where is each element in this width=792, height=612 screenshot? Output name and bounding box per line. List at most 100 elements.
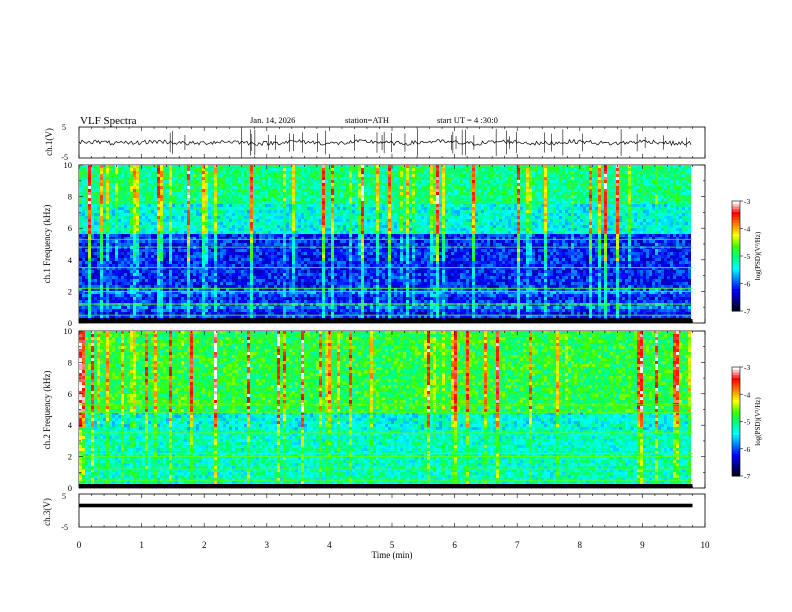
spectrogram-cell [163,300,166,303]
spectrogram-cell [259,171,262,174]
spectrogram-cell [238,306,241,309]
spectrogram-cell [304,201,307,204]
spectrogram-cell [190,264,193,267]
spectrogram-cell [241,165,244,168]
spectrogram-cell [172,264,175,267]
spectrogram-cell [208,192,211,195]
spectrogram-cell [160,210,163,213]
spectrogram-cell [160,252,163,255]
spectrogram-cell [88,213,91,216]
spectrogram-cell [214,258,217,261]
spectrogram-cell [334,297,337,300]
spectrogram-cell [280,252,283,255]
spectrogram-cell [229,198,232,201]
spectrogram-cell [118,252,121,255]
spectrogram-cell [232,252,235,255]
spectrogram-cell [187,291,190,294]
spectrogram-cell [241,207,244,210]
spectrogram-cell [334,267,337,270]
spectrogram-cell [304,261,307,264]
spectrogram-cell [289,219,292,222]
spectrogram-cell [145,264,148,267]
spectrogram-cell [103,255,106,258]
spectrogram-cell [241,312,244,315]
spectrogram-cell [136,174,139,177]
spectrogram-cell [88,183,91,186]
spectrogram-cell [208,213,211,216]
spectrogram-cell [247,297,250,300]
spectrogram-cell [217,231,220,234]
spectrogram-cell [88,276,91,279]
spectrogram-cell [166,291,169,294]
spectrogram-cell [97,234,100,237]
spectrogram-cell [226,192,229,195]
spectrogram-cell [208,267,211,270]
spectrogram-cell [193,210,196,213]
spectrogram-cell [169,261,172,264]
spectrogram-cell [304,195,307,198]
spectrogram-cell [310,180,313,183]
spectrogram-cell [229,267,232,270]
spectrogram-cell [127,174,130,177]
spectrogram-cell [349,204,352,207]
spectrogram-cell [319,222,322,225]
spectrogram-cell [184,267,187,270]
spectrogram-cell [316,207,319,210]
spectrogram-cell [193,231,196,234]
spectrogram-cell [145,231,148,234]
spectrogram-cell [100,276,103,279]
spectrogram-cell [118,273,121,276]
spectrogram-cell [295,168,298,171]
spectrogram-cell [286,225,289,228]
spectrogram-cell [232,192,235,195]
spectrogram-cell [154,186,157,189]
spectrogram-cell [319,312,322,315]
spectrogram-cell [148,240,151,243]
spectrogram-cell [298,228,301,231]
spectrogram-cell [175,249,178,252]
spectrogram-cell [85,201,88,204]
spectrogram-cell [277,225,280,228]
spectrogram-cell [322,285,325,288]
spectrogram-cell [334,249,337,252]
spectrogram-cell [217,210,220,213]
spectrogram-cell [322,279,325,282]
spectrogram-cell [253,207,256,210]
spectrogram-cell [205,201,208,204]
spectrogram-cell [109,171,112,174]
spectrogram-cell [169,186,172,189]
spectrogram-cell [172,186,175,189]
spectrogram-cell [202,195,205,198]
spectrogram-cell [196,285,199,288]
spectrogram-cell [316,315,319,318]
spectrogram-cell [175,273,178,276]
spectrogram-cell [226,237,229,240]
spectrogram-cell [319,279,322,282]
spectrogram-cell [304,255,307,258]
spectrogram-cell [268,285,271,288]
spectrogram-cell [346,234,349,237]
spectrogram-cell [178,291,181,294]
spectrogram-cell [340,222,343,225]
spectrogram-cell [130,219,133,222]
spectrogram-cell [259,216,262,219]
spectrogram-cell [136,207,139,210]
spectrogram-cell [301,192,304,195]
spectrogram-cell [82,294,85,297]
spectrogram-cell [217,264,220,267]
spectrogram-cell [328,312,331,315]
spectrogram-cell [250,243,253,246]
spectrogram-cell [253,270,256,273]
spectrogram-cell [154,222,157,225]
spectrogram-cell [292,177,295,180]
spectrogram-cell [226,180,229,183]
spectrogram-cell [277,198,280,201]
spectrogram-cell [130,276,133,279]
spectrogram-cell [262,300,265,303]
spectrogram-cell [346,177,349,180]
spectrogram-cell [151,240,154,243]
spectrogram-cell [304,177,307,180]
spectrogram-cell [199,222,202,225]
spectrogram-cell [172,267,175,270]
spectrogram-cell [190,288,193,291]
